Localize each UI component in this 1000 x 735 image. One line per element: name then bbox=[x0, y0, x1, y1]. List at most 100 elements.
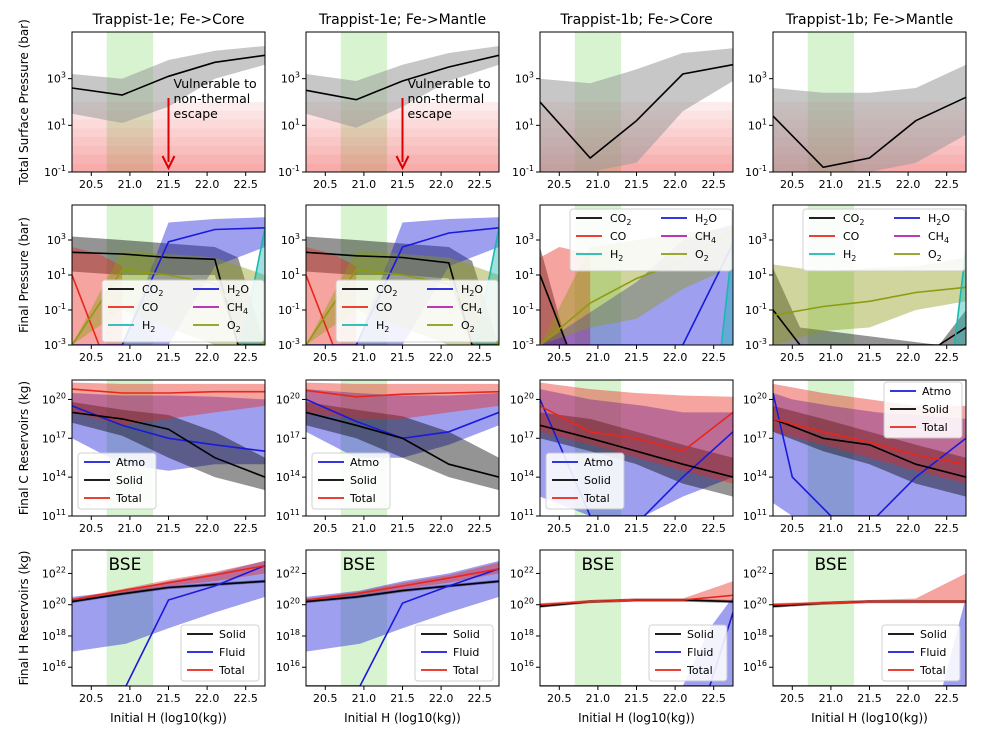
y-tick-label: 103 bbox=[748, 71, 767, 86]
y-tick-label: 103 bbox=[281, 71, 300, 86]
x-tick-label: 22.0 bbox=[896, 178, 921, 191]
legend-label: Solid bbox=[350, 474, 377, 487]
legend-frame bbox=[101, 279, 265, 343]
y-axis-label: Final Pressure (bar) bbox=[17, 217, 31, 333]
line-total bbox=[773, 418, 966, 465]
bse-band bbox=[340, 550, 388, 686]
band-atmo bbox=[72, 393, 265, 471]
panel: 20.5 21.0 21.5 22.0 22.5 1011 1014 1017 1020 Atmo… bbox=[42, 379, 266, 535]
legend-label: Total bbox=[115, 492, 142, 505]
x-tick-label: 22.5 bbox=[467, 522, 492, 535]
legend: CO2 CO H2 H2O CH4 O2 bbox=[101, 279, 265, 343]
legend-frame bbox=[77, 452, 157, 510]
legend-label: O2 bbox=[695, 248, 709, 263]
line-total bbox=[72, 54, 265, 96]
line-co2 bbox=[72, 251, 265, 345]
y-tick-label: 10-3 bbox=[745, 337, 767, 352]
legend-label: Atmo bbox=[922, 385, 951, 398]
y-tick-label: 101 bbox=[748, 117, 767, 132]
column-title: Trappist-1b; Fe->Mantle bbox=[785, 12, 954, 28]
annotation-text: Vulnerable to bbox=[408, 76, 491, 91]
panel: 20.5 21.0 21.5 22.0 22.5 1011 1014 1017 1020 Atmo… bbox=[743, 379, 967, 535]
y-tick-label: 1014 bbox=[743, 469, 767, 484]
panel-plot-area bbox=[72, 550, 265, 686]
y-tick-label: 1020 bbox=[743, 597, 767, 612]
y-tick-label: 1017 bbox=[42, 430, 66, 445]
x-tick-label: 21.5 bbox=[390, 178, 415, 191]
legend-label: CO bbox=[142, 301, 159, 314]
y-tick-label: 1011 bbox=[276, 508, 300, 523]
line-solid bbox=[72, 411, 265, 478]
legend-label: Total bbox=[583, 492, 610, 505]
x-tick-label: 21.0 bbox=[819, 522, 844, 535]
legend-label: Fluid bbox=[219, 646, 245, 659]
x-tick-label: 22.0 bbox=[896, 692, 921, 705]
x-tick-label: 22.5 bbox=[233, 522, 258, 535]
x-tick-label: 21.0 bbox=[118, 692, 143, 705]
annotation-text: non-thermal bbox=[174, 91, 251, 106]
annotation-arrowhead bbox=[395, 155, 410, 171]
y-tick-label: 1018 bbox=[510, 628, 534, 643]
line-atmo bbox=[72, 405, 265, 452]
legend-frame bbox=[883, 381, 963, 439]
x-tick-label: 22.5 bbox=[701, 178, 726, 191]
x-tick-label: 21.5 bbox=[156, 351, 181, 364]
line-solid bbox=[540, 424, 733, 478]
y-tick-label: 10-1 bbox=[512, 302, 534, 317]
x-tick-label: 21.5 bbox=[390, 351, 415, 364]
x-tick-label: 20.5 bbox=[313, 522, 338, 535]
x-tick-label: 21.0 bbox=[352, 522, 377, 535]
y-tick-label: 10-1 bbox=[745, 302, 767, 317]
line-total bbox=[306, 54, 499, 101]
y-tick-label: 10-1 bbox=[44, 302, 66, 317]
legend-label: Solid bbox=[922, 403, 949, 416]
y-tick-label: 1020 bbox=[276, 391, 300, 406]
legend: CO2 CO H2 H2O CH4 O2 bbox=[569, 208, 733, 272]
x-tick-label: 22.0 bbox=[195, 351, 220, 364]
y-tick-label: 1018 bbox=[42, 628, 66, 643]
y-tick-label: 101 bbox=[515, 117, 534, 132]
x-tick-label: 21.0 bbox=[352, 351, 377, 364]
x-tick-label: 20.5 bbox=[79, 522, 104, 535]
y-axis-label: Final C Reservoirs (kg) bbox=[17, 381, 31, 515]
annotation-arrowhead bbox=[161, 155, 176, 171]
legend-label: Atmo bbox=[350, 456, 379, 469]
x-tick-label: 20.5 bbox=[313, 692, 338, 705]
legend-frame bbox=[569, 208, 733, 272]
panel: 20.5 21.0 21.5 22.0 22.5 10-1 101 103 Trappist-1… bbox=[278, 12, 500, 191]
legend-label: Solid bbox=[920, 628, 947, 641]
legend-label: H2O bbox=[928, 212, 950, 227]
x-tick-label: 20.5 bbox=[79, 351, 104, 364]
legend-label: H2O bbox=[227, 283, 249, 298]
x-tick-label: 22.5 bbox=[701, 522, 726, 535]
band-total bbox=[72, 46, 265, 123]
legend-label: Fluid bbox=[920, 646, 946, 659]
x-axis-label: Initial H (log10(kg)) bbox=[110, 711, 227, 725]
y-tick-label: 101 bbox=[281, 117, 300, 132]
legend-label: H2 bbox=[610, 248, 623, 263]
panel: 20.5 21.0 21.5 22.0 22.5 1016 1018 1020 1022 Init… bbox=[510, 549, 734, 725]
y-tick-label: 1016 bbox=[42, 659, 66, 674]
panel-plot-area bbox=[773, 32, 966, 172]
bse-label: BSE bbox=[108, 555, 141, 575]
legend-label: Total bbox=[218, 664, 245, 677]
y-tick-label: 1017 bbox=[276, 430, 300, 445]
x-tick-label: 20.5 bbox=[547, 522, 572, 535]
y-tick-label: 103 bbox=[515, 232, 534, 247]
x-tick-label: 22.0 bbox=[195, 692, 220, 705]
bse-label: BSE bbox=[814, 555, 847, 575]
x-tick-label: 21.0 bbox=[586, 351, 611, 364]
y-tick-label: 10-3 bbox=[44, 337, 66, 352]
y-tick-label: 1011 bbox=[510, 508, 534, 523]
x-tick-label: 22.5 bbox=[233, 351, 258, 364]
line-total bbox=[540, 405, 733, 453]
line-co2 bbox=[306, 251, 499, 345]
x-tick-label: 21.5 bbox=[857, 692, 882, 705]
x-tick-label: 21.0 bbox=[586, 522, 611, 535]
panel-plot-area bbox=[540, 32, 733, 172]
x-tick-label: 21.0 bbox=[118, 522, 143, 535]
x-tick-label: 21.5 bbox=[624, 692, 649, 705]
x-tick-label: 22.5 bbox=[467, 351, 492, 364]
x-tick-label: 21.5 bbox=[156, 178, 181, 191]
line-fluid bbox=[72, 564, 265, 686]
